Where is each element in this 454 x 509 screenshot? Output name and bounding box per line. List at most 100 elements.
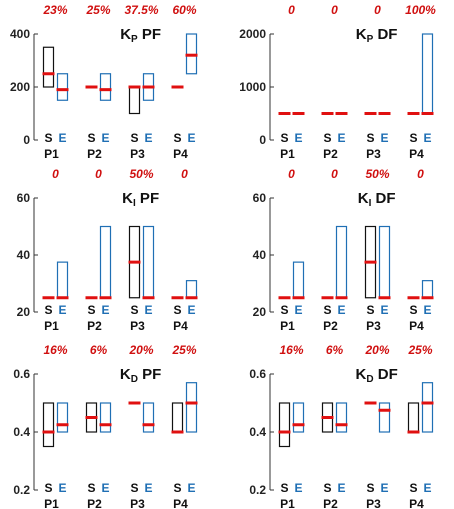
range-box-e [335, 225, 348, 299]
bar-label-s: S [130, 131, 138, 145]
category-label: P4 [173, 497, 188, 509]
panel-title: KP DF [356, 26, 398, 45]
y-tick-label: 0.2 [13, 483, 30, 497]
percent-label: 50% [365, 167, 389, 181]
bar-label-e: E [423, 131, 431, 145]
bar-label-s: S [366, 131, 374, 145]
category-label: P1 [280, 319, 295, 333]
range-box-e [292, 402, 305, 433]
y-tick-label: 400 [10, 27, 30, 41]
category-label: P2 [87, 319, 102, 333]
range-box-e [99, 73, 112, 101]
percent-label: 25% [407, 343, 432, 357]
percent-label: 0 [52, 167, 59, 181]
bar-label-e: E [294, 303, 302, 317]
percent-label: 0 [331, 3, 338, 17]
percent-label: 25% [171, 343, 196, 357]
bar-label-e: E [58, 481, 66, 495]
y-tick-label: 0.2 [249, 483, 266, 497]
range-box-s [407, 402, 420, 433]
panel-title: KD DF [356, 366, 398, 385]
panel-title: KP PF [120, 26, 161, 45]
bar-label-s: S [280, 481, 288, 495]
range-box-e [185, 280, 198, 299]
range-box-e [421, 382, 434, 433]
bar-label-e: E [380, 131, 388, 145]
bar-label-e: E [337, 303, 345, 317]
bar-label-e: E [294, 131, 302, 145]
y-tick-label: 0.6 [249, 367, 266, 381]
panel-title: KI PF [122, 190, 159, 209]
bar-label-e: E [294, 481, 302, 495]
range-box-e [378, 225, 391, 299]
bar-label-e: E [144, 131, 152, 145]
range-box-e [56, 261, 69, 299]
category-label: P1 [44, 147, 59, 161]
bar-label-s: S [323, 303, 331, 317]
category-label: P1 [44, 497, 59, 509]
y-tick-label: 20 [17, 305, 31, 319]
bar-label-e: E [380, 303, 388, 317]
percent-label: 20% [364, 343, 389, 357]
category-label: P3 [130, 319, 145, 333]
bar-label-s: S [87, 481, 95, 495]
bar-label-s: S [366, 303, 374, 317]
range-box-e [378, 402, 391, 433]
percent-label: 23% [42, 3, 67, 17]
bar-label-s: S [173, 303, 181, 317]
category-label: P3 [366, 497, 381, 509]
category-label: P3 [130, 497, 145, 509]
range-box-e [335, 402, 348, 433]
y-tick-label: 0 [23, 133, 30, 147]
range-box-s [128, 86, 141, 115]
category-label: P1 [280, 497, 295, 509]
bar-label-e: E [58, 131, 66, 145]
percent-label: 60% [172, 3, 196, 17]
percent-label: 16% [43, 343, 67, 357]
bar-label-e: E [187, 481, 195, 495]
percent-label: 0 [374, 3, 381, 17]
bar-label-e: E [337, 131, 345, 145]
y-tick-label: 0.4 [249, 425, 266, 439]
bar-label-e: E [58, 303, 66, 317]
bar-label-s: S [409, 131, 417, 145]
percent-label: 20% [128, 343, 153, 357]
percent-label: 0 [181, 167, 188, 181]
range-box-e [99, 402, 112, 433]
percent-label: 100% [405, 3, 436, 17]
bar-label-s: S [173, 131, 181, 145]
category-label: P4 [173, 147, 188, 161]
y-tick-label: 200 [10, 80, 30, 94]
y-tick-label: 0.4 [13, 425, 30, 439]
category-label: P4 [173, 319, 188, 333]
bar-label-e: E [144, 303, 152, 317]
percent-label: 6% [326, 343, 344, 357]
percent-label: 0 [288, 167, 295, 181]
y-tick-label: 60 [17, 191, 31, 205]
percent-label: 0 [288, 3, 295, 17]
bar-label-e: E [380, 481, 388, 495]
bar-label-s: S [409, 303, 417, 317]
category-label: P2 [87, 147, 102, 161]
percent-label: 37.5% [124, 3, 158, 17]
y-tick-label: 1000 [239, 80, 266, 94]
percent-label: 6% [90, 343, 108, 357]
category-label: P2 [323, 497, 338, 509]
percent-label: 50% [129, 167, 153, 181]
range-box-e [142, 225, 155, 299]
bar-label-s: S [173, 481, 181, 495]
bar-label-e: E [423, 481, 431, 495]
range-box-e [56, 402, 69, 433]
percent-label: 25% [85, 3, 110, 17]
range-box-e [99, 225, 112, 299]
bar-label-s: S [44, 131, 52, 145]
range-box-e [142, 402, 155, 433]
bar-label-s: S [130, 481, 138, 495]
y-tick-label: 20 [253, 305, 267, 319]
bar-label-s: S [280, 303, 288, 317]
bar-label-e: E [423, 303, 431, 317]
bar-label-e: E [101, 303, 109, 317]
category-label: P2 [87, 497, 102, 509]
category-label: P3 [366, 319, 381, 333]
